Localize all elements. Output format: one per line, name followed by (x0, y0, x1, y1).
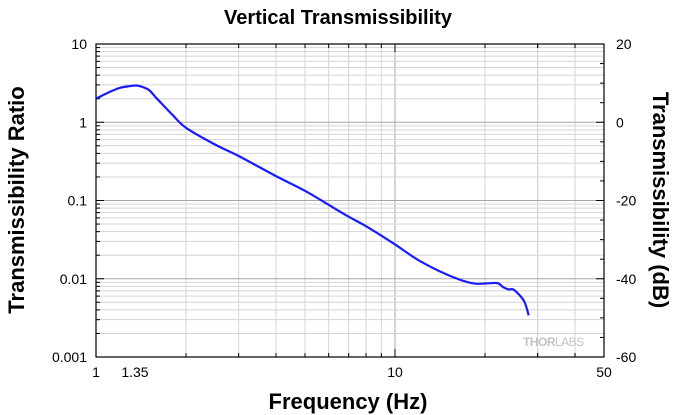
y-tick-label: 0.01 (60, 271, 87, 287)
y2-tick-label: -40 (616, 271, 636, 287)
chart-title: Vertical Transmissibility (224, 7, 453, 29)
thorlabs-watermark: THORLABS (523, 335, 584, 349)
tick-labels: 1 1.35 10 50 10 1 0.1 0.01 0.001 20 0 -20 -40 -60 (52, 36, 636, 380)
x-tick-label: 50 (596, 364, 612, 380)
y2-tick-label: 0 (616, 114, 624, 130)
watermark-labs: LABS (555, 335, 584, 349)
y2-axis-label: Transmissibility (dB) (648, 92, 673, 308)
y2-tick-label: -60 (616, 349, 636, 365)
y-axis-label: Transmissibility Ratio (4, 86, 29, 313)
x-tick-label: 1.35 (121, 364, 148, 380)
y-tick-label: 0.1 (68, 193, 88, 209)
x-axis-label: Frequency (Hz) (269, 389, 428, 414)
plot-area-frame (95, 43, 605, 358)
y2-tick-label: -20 (616, 193, 636, 209)
watermark-thor: THOR (523, 335, 556, 349)
transmissibility-series-line (95, 84, 530, 316)
y2-tick-label: 20 (616, 36, 632, 52)
y-tick-label: 10 (71, 36, 87, 52)
x-tick-label: 10 (387, 364, 403, 380)
x-tick-label: 1 (92, 364, 100, 380)
y-tick-label: 1 (79, 114, 87, 130)
y-tick-label: 0.001 (52, 349, 87, 365)
